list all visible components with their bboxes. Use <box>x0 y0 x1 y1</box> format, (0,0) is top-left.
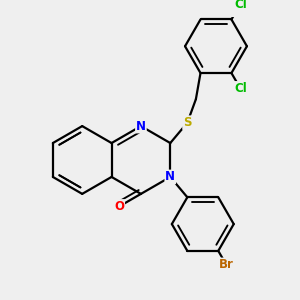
Text: Cl: Cl <box>234 0 247 11</box>
Text: N: N <box>136 120 146 133</box>
Text: S: S <box>183 116 192 129</box>
Text: Br: Br <box>219 258 234 272</box>
Text: O: O <box>114 200 124 213</box>
Text: Cl: Cl <box>234 82 247 95</box>
Text: N: N <box>165 170 175 183</box>
